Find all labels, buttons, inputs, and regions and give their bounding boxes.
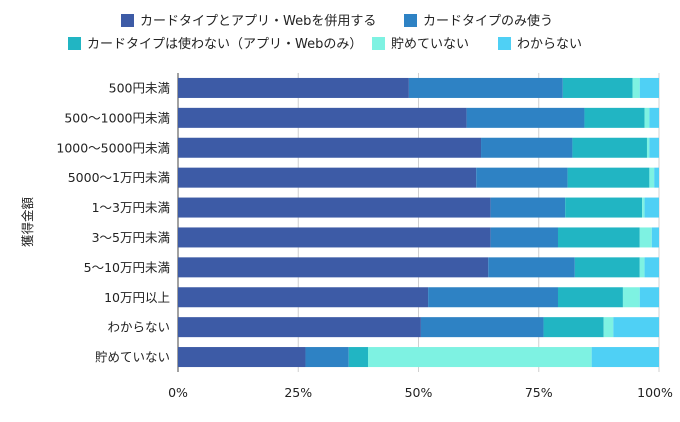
- legend: カードタイプとアプリ・Webを併用する カードタイプのみ使うカードタイプは使わない…: [68, 13, 582, 52]
- bar-segment: [639, 227, 652, 248]
- legend-label: カードタイプは使わない（アプリ・Webのみ）: [87, 36, 362, 52]
- bar-segment: [639, 287, 659, 308]
- bar-segment: [649, 167, 655, 188]
- bar-segment: [639, 257, 645, 278]
- bar-segment: [591, 347, 659, 368]
- bar-segment: [178, 137, 482, 158]
- bar-segment: [408, 77, 563, 98]
- bar-segment: [651, 227, 659, 248]
- bar-segment: [305, 347, 349, 368]
- bar-segment: [428, 287, 558, 308]
- legend-swatch: [372, 37, 385, 50]
- bar-segment: [574, 257, 640, 278]
- bar-segment: [646, 137, 650, 158]
- bar-segment: [178, 347, 306, 368]
- bar-segment: [644, 197, 659, 218]
- x-tick-label: 25%: [284, 385, 312, 400]
- bar-segment: [178, 257, 489, 278]
- legend-label: 貯めていない: [391, 37, 469, 52]
- bar-segment: [644, 107, 650, 128]
- category-label: 10万円以上: [104, 290, 170, 305]
- legend-swatch: [68, 37, 81, 50]
- bar-segment: [642, 197, 645, 218]
- bar-segment: [572, 137, 647, 158]
- bar-segment: [567, 167, 650, 188]
- bar-segment: [543, 317, 604, 338]
- bar-segment: [178, 107, 467, 128]
- bar-segment: [476, 167, 568, 188]
- category-label: 1000〜5000円未満: [56, 140, 170, 155]
- bar-segment: [565, 197, 643, 218]
- bar-segment: [649, 107, 659, 128]
- bar-segment: [178, 287, 429, 308]
- x-tick-label: 0%: [168, 385, 188, 400]
- category-label: 500円未満: [109, 80, 170, 95]
- bar-segment: [557, 287, 623, 308]
- category-label: 5〜10万円未満: [84, 260, 170, 275]
- legend-label: カードタイプのみ使う: [423, 13, 553, 29]
- category-label: 500〜1000円未満: [64, 110, 170, 125]
- bar-segment: [178, 167, 477, 188]
- bar-segment: [603, 317, 614, 338]
- bar-segment: [490, 197, 566, 218]
- bar-segment: [488, 257, 575, 278]
- category-label: 3〜5万円未満: [92, 230, 170, 245]
- bar-segment: [649, 137, 659, 158]
- legend-swatch: [121, 14, 134, 27]
- legend-swatch: [498, 37, 511, 50]
- category-labels: 500円未満 500〜1000円未満 1000〜5000円未満 5000〜1万円未満 1…: [56, 80, 170, 364]
- bar-segment: [644, 257, 659, 278]
- bar-segment: [348, 347, 368, 368]
- bar-segment: [622, 287, 640, 308]
- x-tick-label: 50%: [405, 385, 433, 400]
- category-label: 5000〜1万円未満: [68, 170, 170, 185]
- y-axis-label: 獲得金額: [20, 197, 35, 248]
- x-tick-labels: 0% 25% 50% 75% 100%: [168, 385, 673, 400]
- bar-segment: [557, 227, 640, 248]
- legend-label: カードタイプとアプリ・Webを併用する: [140, 14, 376, 29]
- category-label: 1〜3万円未満: [92, 200, 170, 215]
- category-label: わからない: [107, 320, 170, 335]
- bars: [178, 77, 659, 368]
- bar-segment: [178, 227, 491, 248]
- x-tick-label: 75%: [525, 385, 553, 400]
- bar-segment: [481, 137, 573, 158]
- bar-segment: [420, 317, 544, 338]
- bar-segment: [632, 77, 640, 98]
- x-tick-label: 100%: [637, 385, 673, 400]
- bar-segment: [584, 107, 645, 128]
- bar-segment: [613, 317, 659, 338]
- bar-segment: [639, 77, 659, 98]
- bar-segment: [490, 227, 558, 248]
- bar-segment: [562, 77, 633, 98]
- legend-swatch: [404, 14, 417, 27]
- category-label: 貯めていない: [95, 350, 170, 365]
- bar-segment: [654, 167, 659, 188]
- bar-segment: [178, 317, 421, 338]
- bar-segment: [466, 107, 585, 128]
- bar-segment: [178, 77, 409, 98]
- bar-segment: [367, 347, 592, 368]
- bar-segment: [178, 197, 491, 218]
- legend-label: わからない: [517, 37, 582, 52]
